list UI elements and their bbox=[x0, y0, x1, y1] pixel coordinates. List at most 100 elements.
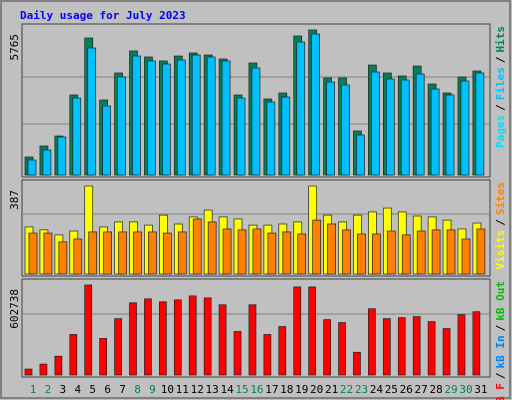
bar bbox=[188, 295, 197, 376]
bar bbox=[251, 67, 261, 176]
bar bbox=[102, 105, 112, 176]
legend: Visits / Sites bbox=[494, 182, 507, 270]
x-tick-label: 19 bbox=[295, 383, 308, 396]
bar bbox=[72, 97, 82, 176]
bar bbox=[162, 63, 171, 176]
bar bbox=[159, 301, 167, 376]
x-tick-label: 16 bbox=[250, 383, 263, 396]
bar bbox=[218, 304, 227, 376]
x-tick-label: 23 bbox=[355, 383, 368, 396]
bar bbox=[252, 228, 262, 275]
bar bbox=[24, 368, 33, 376]
bar bbox=[353, 351, 361, 376]
bar bbox=[401, 234, 411, 275]
bar bbox=[87, 47, 97, 176]
bar bbox=[28, 232, 38, 275]
bar bbox=[357, 233, 366, 275]
x-tick-label: 30 bbox=[459, 383, 472, 396]
bar bbox=[114, 318, 122, 376]
x-tick-label: 21 bbox=[325, 383, 338, 396]
legend: Pages / Files / Hits bbox=[494, 26, 507, 148]
y-tick-label: 5765 bbox=[8, 34, 21, 61]
legend-separator: / bbox=[494, 56, 507, 63]
x-tick-label: 4 bbox=[74, 383, 81, 396]
legend-separator: / bbox=[494, 324, 507, 331]
bar bbox=[296, 41, 306, 176]
bar bbox=[412, 316, 421, 376]
x-tick-label: 31 bbox=[474, 383, 487, 396]
bar bbox=[39, 363, 48, 376]
bar bbox=[118, 231, 127, 275]
legend: kB F / kB In / kB Out bbox=[494, 281, 507, 400]
bar bbox=[163, 232, 172, 275]
bar bbox=[133, 231, 142, 275]
bar bbox=[442, 328, 451, 376]
x-tick-label: 25 bbox=[385, 383, 398, 396]
bar bbox=[176, 59, 186, 176]
bar bbox=[263, 334, 272, 376]
legend-entry: Files bbox=[494, 67, 507, 100]
x-tick-label: 3 bbox=[60, 383, 67, 396]
bar bbox=[147, 60, 156, 176]
bar bbox=[475, 72, 485, 176]
bar bbox=[476, 228, 486, 275]
legend-entry: kB F bbox=[494, 383, 507, 400]
x-tick-label: 27 bbox=[415, 383, 428, 396]
bar bbox=[327, 223, 336, 275]
bar bbox=[43, 232, 53, 275]
bar bbox=[103, 231, 113, 275]
x-tick-label: 17 bbox=[265, 383, 278, 396]
bar bbox=[278, 326, 287, 376]
bar bbox=[427, 321, 436, 376]
bar bbox=[148, 231, 157, 275]
bar bbox=[207, 221, 217, 275]
x-tick-label: 24 bbox=[370, 383, 384, 396]
legend-entry: Visits bbox=[494, 230, 507, 270]
bar bbox=[206, 56, 216, 176]
bar bbox=[415, 73, 425, 176]
bar bbox=[282, 231, 292, 275]
bar bbox=[460, 80, 470, 176]
x-tick-label: 1 bbox=[30, 383, 37, 396]
legend-entry: kB Out bbox=[494, 281, 507, 321]
bar bbox=[338, 322, 346, 376]
x-tick-label: 2 bbox=[45, 383, 52, 396]
bar bbox=[326, 81, 335, 176]
bar bbox=[117, 76, 126, 176]
bar bbox=[42, 149, 52, 176]
bar bbox=[99, 338, 108, 376]
bar bbox=[58, 241, 68, 275]
bar bbox=[222, 228, 232, 275]
bar bbox=[248, 304, 257, 376]
bar bbox=[27, 159, 37, 176]
x-tick-label: 26 bbox=[400, 383, 413, 396]
bar bbox=[445, 94, 455, 176]
x-tick-label: 15 bbox=[235, 383, 248, 396]
bar bbox=[341, 84, 350, 176]
bar bbox=[430, 88, 440, 176]
bar bbox=[461, 238, 471, 275]
bar bbox=[311, 33, 321, 176]
bar bbox=[192, 218, 202, 275]
bar bbox=[323, 319, 331, 376]
bar bbox=[356, 134, 365, 176]
bar bbox=[177, 231, 187, 275]
bar bbox=[132, 55, 141, 176]
bar bbox=[267, 232, 277, 275]
bar bbox=[385, 78, 395, 176]
bar bbox=[73, 238, 83, 275]
x-tick-label: 8 bbox=[134, 383, 141, 396]
chart-title: Daily usage for July 2023 bbox=[20, 9, 186, 22]
bar bbox=[266, 101, 276, 176]
bar bbox=[457, 314, 466, 376]
bar bbox=[372, 233, 381, 275]
legend-entry: Pages bbox=[494, 115, 507, 148]
bar bbox=[144, 298, 152, 376]
x-tick-label: 14 bbox=[220, 383, 234, 396]
bar bbox=[54, 355, 63, 376]
bar bbox=[129, 302, 137, 376]
legend-entry: Sites bbox=[494, 182, 507, 215]
bar bbox=[371, 71, 380, 176]
